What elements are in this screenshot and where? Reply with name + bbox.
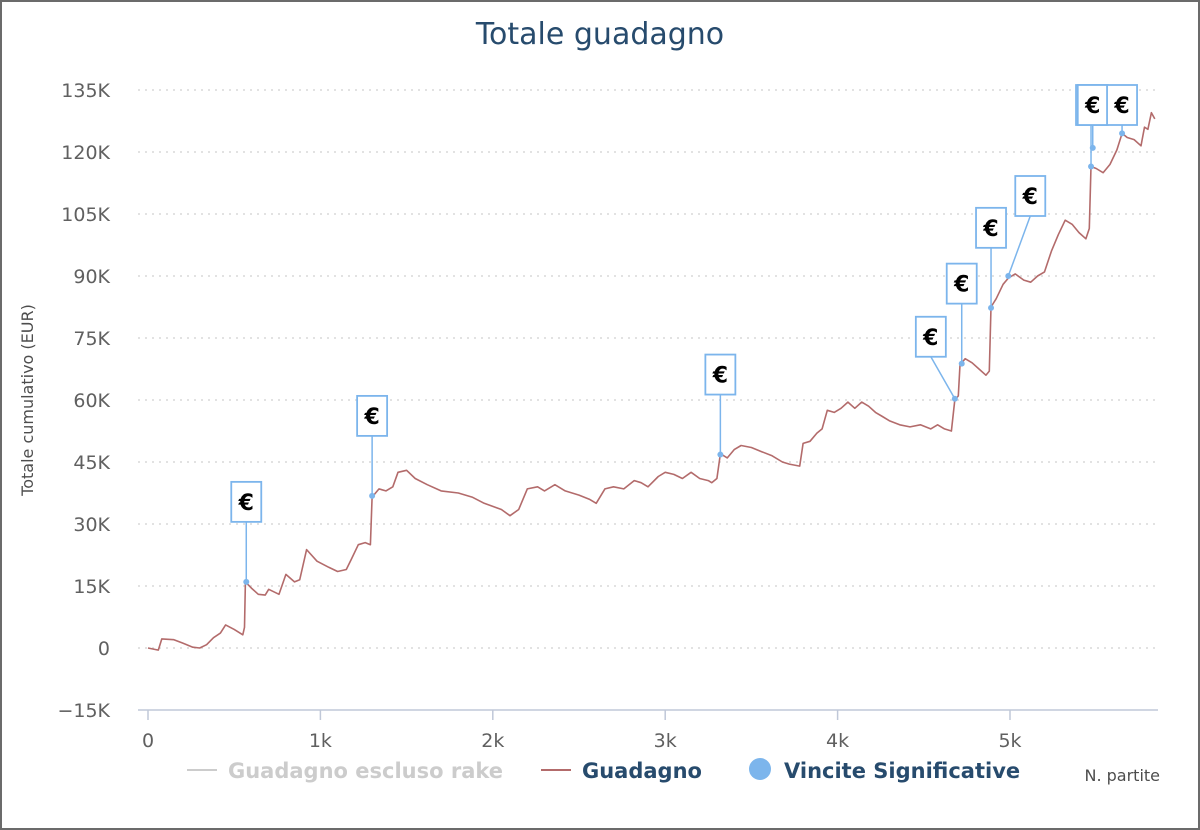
series-guadagno[interactable] [147,111,1156,651]
marker-point [369,492,376,499]
vincita-marker[interactable]: € [945,262,978,367]
marker-flag[interactable] [1014,175,1047,217]
legend-label: Guadagno escluso rake [228,759,503,783]
marker-label: € [712,364,728,389]
marker-point [1088,163,1095,170]
legend-item-vincite-significative[interactable]: Vincite Significative [749,758,1020,783]
vincita-marker[interactable]: € [356,394,389,499]
y-tick-label: 60K [73,390,110,412]
series-line-guadagno[interactable] [147,111,1156,651]
marker-label: € [922,326,938,351]
marker-flag[interactable] [945,262,978,305]
x-tick-label: 4k [826,730,849,752]
y-tick-label: 90K [73,266,110,288]
y-tick-label: 15K [73,576,110,598]
y-tick-label: 135K [61,80,110,102]
marker-point [951,395,958,402]
y-tick-label: 0 [98,638,110,660]
y-axis-label: Totale cumulativo (EUR) [18,304,37,497]
x-tick-label: 0 [142,730,154,752]
vincita-marker[interactable]: € [914,315,958,402]
grid [138,89,1158,649]
y-axis: −15K 0 15K 30K 45K 60K 75K 90K 105K 120K 135K [57,80,110,722]
marker-label: € [238,491,254,516]
y-tick-label: 75K [73,328,110,350]
x-axis-label: N. partite [1084,766,1160,785]
y-tick-label: −15K [57,700,110,722]
vincita-marker[interactable]: € [1005,175,1047,279]
marker-point [1089,144,1096,151]
marker-point [988,304,995,311]
y-tick-label: 120K [61,142,110,164]
marker-flag[interactable] [230,480,263,523]
vincita-marker[interactable]: € [975,206,1007,311]
y-tick-label: 30K [73,514,110,536]
x-tick-label: 1k [309,730,332,752]
marker-point [243,578,250,585]
vincita-marker[interactable]: € [704,353,737,458]
marker-label: € [1113,94,1129,119]
vincite-markers[interactable]: €€€€€€€€€€ [230,84,1138,585]
legend-item-guadagno[interactable]: Guadagno [541,759,702,783]
marker-flag[interactable] [975,206,1007,249]
legend-circle-icon [749,758,771,780]
x-tick-label: 5k [998,730,1021,752]
marker-label: € [1022,185,1038,210]
marker-flag[interactable] [356,394,389,437]
marker-label: € [363,405,379,430]
x-tick-label: 3k [654,730,677,752]
x-tick-label: 2k [481,730,504,752]
marker-point [1119,130,1126,137]
legend-label: Guadagno [582,759,702,783]
vincita-marker[interactable]: € [230,480,263,585]
marker-flag[interactable] [914,315,947,358]
marker-stem [1007,215,1031,277]
legend-item-guadagno-escluso-rake[interactable]: Guadagno escluso rake [187,759,503,783]
legend-label: Vincite Significative [784,759,1020,783]
marker-label: € [953,273,969,298]
vincita-marker[interactable]: € [1076,84,1109,151]
marker-flag[interactable] [1106,84,1138,126]
marker-flag[interactable] [704,353,737,396]
marker-stem [930,356,956,400]
marker-point [717,451,724,458]
marker-label: € [1084,94,1100,119]
vincita-marker[interactable]: € [1106,84,1138,137]
marker-point [1005,273,1012,279]
marker-point [958,360,965,367]
y-tick-label: 105K [61,204,110,226]
x-axis: 0 1k 2k 3k 4k 5k [138,709,1158,752]
marker-label: € [982,217,998,242]
chart-title: Totale guadagno [475,17,724,52]
y-tick-label: 45K [73,452,110,474]
legend: Guadagno escluso rake Guadagno Vincite S… [187,758,1020,783]
